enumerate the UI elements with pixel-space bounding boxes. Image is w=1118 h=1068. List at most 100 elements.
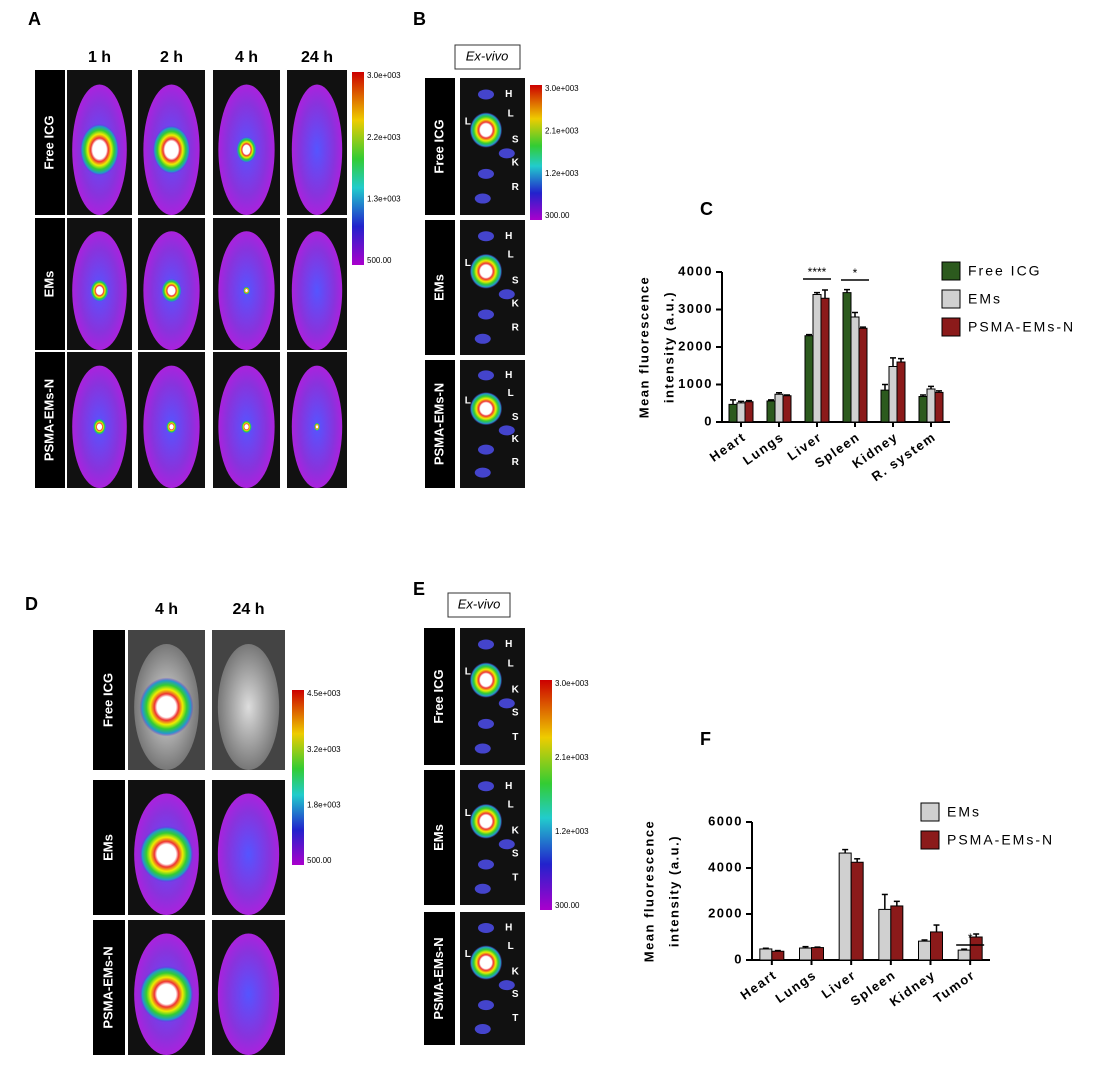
y-axis-label: Mean fluorescence	[641, 820, 656, 963]
legend-swatch	[941, 317, 961, 337]
bar	[782, 395, 792, 423]
organ-label: K	[512, 825, 520, 836]
bar	[771, 950, 785, 961]
legend-label: EMs	[947, 804, 981, 820]
bar	[850, 861, 864, 961]
organ	[478, 781, 494, 792]
time-label: 2 h	[160, 49, 183, 66]
image-bg	[460, 360, 525, 488]
colorbar-label: 1.3e+003	[367, 194, 401, 203]
row-label: EMs	[100, 834, 115, 861]
bar	[926, 388, 936, 423]
x-tick-label: Lungs	[772, 967, 819, 1006]
organ	[498, 839, 515, 850]
organ	[478, 718, 494, 729]
row-label-box	[35, 70, 65, 215]
colorbar-label: 3.0e+003	[555, 679, 589, 688]
colorbar-label: 1.2e+003	[545, 169, 579, 178]
legend-swatch	[941, 289, 961, 309]
row-label-box	[424, 628, 455, 765]
y-tick-label: 2000	[678, 338, 713, 353]
organ	[498, 425, 515, 436]
row-label: PSMA-EMs-N	[431, 383, 446, 465]
organ-label: S	[512, 708, 519, 719]
x-tick-label: Tumor	[931, 967, 978, 1006]
time-label: 4 h	[155, 601, 178, 618]
bar	[820, 297, 830, 423]
panel-letter: A	[28, 9, 41, 29]
tag: Ex-vivo	[466, 48, 509, 63]
chart-title: C	[700, 199, 713, 219]
significance-label: *	[968, 931, 973, 945]
signal	[152, 125, 191, 175]
tag-box	[454, 44, 521, 70]
time-label: 4 h	[235, 49, 258, 66]
organ-label: L	[508, 800, 514, 811]
bar	[766, 400, 776, 423]
signal	[314, 422, 320, 431]
signal	[243, 286, 250, 295]
legend-label: PSMA-EMs-N	[947, 832, 1054, 848]
organ-label: S	[512, 989, 519, 1000]
organ-label: R	[512, 457, 520, 468]
colorbar	[292, 690, 304, 865]
organ-label: R	[512, 323, 520, 334]
organ	[498, 148, 515, 159]
y-tick-label: 1000	[678, 376, 713, 391]
y-tick-label: 6000	[708, 813, 743, 828]
mouse-body	[291, 231, 343, 350]
organ-label: S	[512, 848, 519, 859]
image-bg	[460, 770, 525, 905]
row-label-box	[93, 920, 125, 1055]
organ	[498, 289, 515, 300]
legend-swatch	[920, 830, 940, 850]
mouse-body	[291, 84, 343, 215]
organ-label: K	[512, 158, 520, 169]
signal	[80, 123, 119, 176]
bar	[759, 948, 773, 961]
organ-label: L	[465, 396, 471, 407]
organ-label: K	[512, 434, 520, 445]
organ	[478, 370, 494, 381]
time-label: 1 h	[88, 49, 111, 66]
organ-label: L	[465, 949, 471, 960]
bar	[969, 936, 983, 961]
organ-label: L	[465, 258, 471, 269]
colorbar-label: 500.00	[307, 856, 332, 865]
row-label-box	[35, 352, 65, 488]
organ-label: H	[505, 639, 512, 650]
colorbar-label: 3.0e+003	[545, 84, 579, 93]
row-label: EMs	[431, 824, 446, 851]
image-bg	[460, 220, 525, 355]
signal	[166, 420, 177, 434]
legend-swatch	[941, 261, 961, 281]
y-tick-label: 0	[734, 951, 743, 966]
mouse-body	[217, 793, 280, 915]
organ	[474, 333, 491, 344]
bar	[728, 403, 738, 423]
organ	[478, 859, 494, 870]
organ-label: K	[512, 684, 520, 695]
row-label: EMs	[41, 271, 56, 298]
organ-label: K	[512, 298, 520, 309]
panel-letter: E	[413, 579, 425, 599]
organ-label: L	[508, 108, 514, 119]
tag: Ex-vivo	[458, 596, 501, 611]
colorbar-label: 2.1e+003	[555, 753, 589, 762]
significance-label: *	[853, 266, 858, 280]
colorbar-label: 3.2e+003	[307, 745, 341, 754]
organ	[469, 945, 503, 980]
bar	[890, 905, 904, 961]
time-label: 24 h	[232, 601, 264, 618]
bar	[850, 316, 860, 423]
significance-label: ****	[808, 265, 827, 279]
organ	[469, 253, 503, 289]
colorbar	[540, 680, 552, 910]
bar	[880, 389, 890, 423]
row-label-box	[425, 360, 455, 488]
organ	[478, 168, 494, 179]
bar	[934, 391, 944, 423]
bar	[838, 852, 852, 961]
colorbar-label: 2.1e+003	[545, 126, 579, 135]
